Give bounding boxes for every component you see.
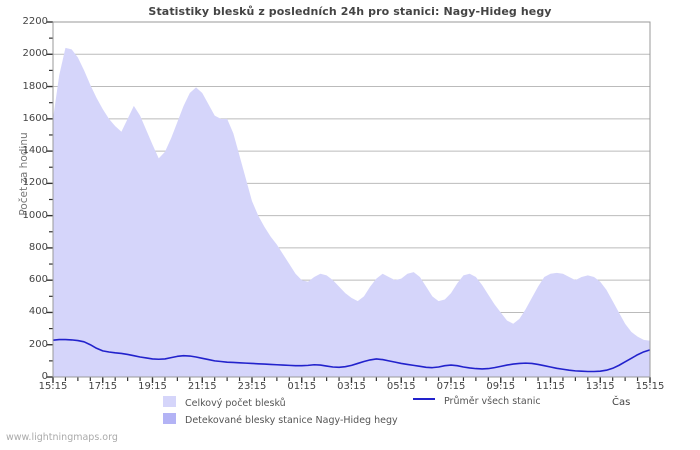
legend-swatch-total [163, 396, 176, 407]
x-tick-label: 21:15 [187, 381, 217, 392]
x-tick-label: 03:15 [337, 381, 366, 392]
x-tick-label: 09:15 [486, 381, 516, 392]
x-tick-label: 05:15 [386, 381, 416, 392]
legend-item-average: Průměr všech stanic [413, 396, 541, 407]
legend-line-average [413, 398, 435, 400]
chart-legend: Celkový počet blesků Detekované blesky s… [0, 392, 700, 432]
x-tick-label: 13:15 [585, 381, 615, 392]
y-tick-label: 400 [28, 306, 48, 318]
y-tick-label: 1400 [22, 145, 48, 157]
average-line-series [52, 338, 651, 373]
x-tick-label: 07:15 [436, 381, 466, 392]
x-tick-label: 15:15 [38, 381, 68, 392]
x-tick-label: 11:15 [536, 381, 565, 392]
x-tick-label: 01:15 [287, 381, 317, 392]
y-tick-label: 800 [28, 241, 48, 253]
chart-title: Statistiky blesků z posledních 24h pro s… [148, 5, 552, 18]
y-tick-label: 1000 [22, 209, 48, 221]
x-tick-label: 19:15 [138, 381, 167, 392]
y-axis-tick-labels: 0 200 400 600 800 1000 1200 1400 1600 1800 2000 220… [0, 0, 48, 450]
footer-watermark: www.lightningmaps.org [6, 432, 118, 443]
x-axis-label: Čas [612, 397, 631, 408]
y-tick-label: 2200 [22, 16, 48, 27]
y-tick-label: 1600 [22, 112, 48, 124]
area-series [53, 47, 650, 377]
x-tick-label: 23:15 [237, 381, 267, 392]
y-tick-label: 2000 [22, 48, 48, 60]
legend-item-total: Celkový počet blesků [163, 396, 286, 409]
x-tick-label: 17:15 [88, 381, 118, 392]
legend-item-station: Detekované blesky stanice Nagy-Hideg heg… [163, 413, 398, 426]
y-tick-label: 1800 [22, 80, 48, 92]
x-tick-label: 15:15 [635, 381, 665, 392]
y-tick-label: 600 [28, 274, 48, 286]
plot-frame [52, 21, 651, 378]
y-tick-label: 1200 [22, 177, 48, 189]
y-tick-label: 0 [41, 371, 48, 382]
y-tick-label: 200 [28, 338, 48, 350]
legend-swatch-station [163, 413, 176, 424]
legend-label-station: Detekované blesky stanice Nagy-Hideg heg… [185, 415, 398, 426]
legend-label-total: Celkový počet blesků [185, 398, 286, 409]
legend-label-average: Průměr všech stanic [444, 396, 541, 407]
